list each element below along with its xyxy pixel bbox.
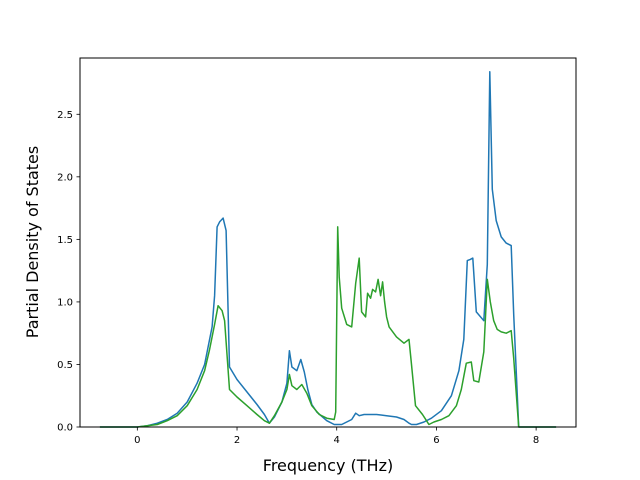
y-axis-label: Partial Density of States [23, 146, 42, 338]
x-axis-ticks: 0 2 4 6 8 [134, 427, 539, 446]
y-tick-label: 1.5 [57, 235, 73, 246]
series-layer [99, 71, 557, 428]
y-tick-label: 2.5 [57, 110, 73, 121]
x-tick-label: 8 [533, 435, 539, 446]
y-tick-label: 0.0 [57, 423, 73, 434]
x-tick-label: 4 [334, 435, 340, 446]
x-tick-label: 0 [134, 435, 140, 446]
axes-frame [79, 57, 577, 428]
x-tick-label: 2 [234, 435, 240, 446]
x-axis-label: Frequency (THz) [263, 456, 393, 475]
y-tick-label: 1.0 [57, 297, 73, 308]
series-line-1 [99, 71, 557, 428]
y-axis-ticks: 0.0 0.5 1.0 1.5 2.0 2.5 [57, 110, 80, 434]
y-tick-label: 0.5 [57, 360, 73, 371]
y-tick-label: 2.0 [57, 172, 73, 183]
series-line-2 [99, 226, 557, 428]
x-tick-label: 6 [433, 435, 439, 446]
